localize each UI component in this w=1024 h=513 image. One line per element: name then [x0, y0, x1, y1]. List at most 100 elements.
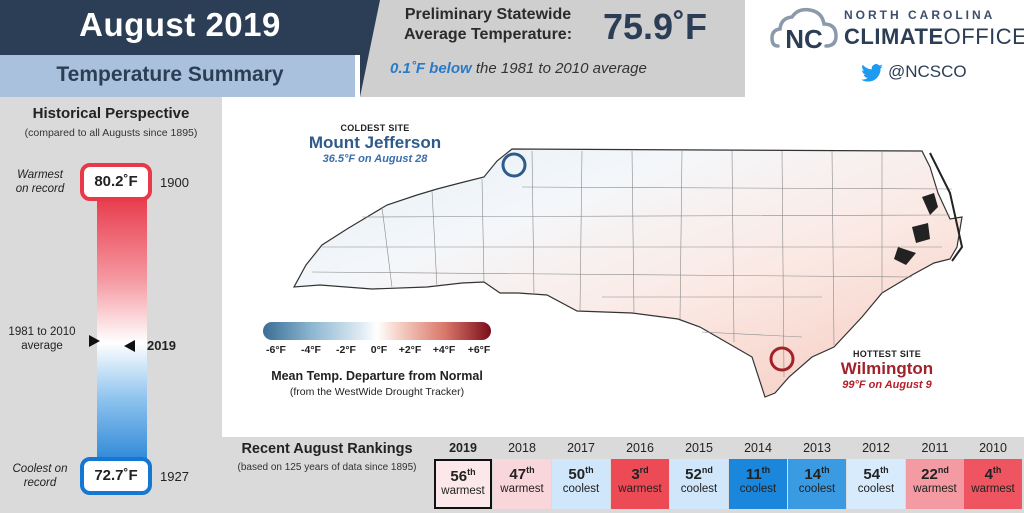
ranking-year: 2010 [979, 441, 1007, 455]
historical-title: Historical Perspective [32, 105, 190, 122]
ranking-number: 4th [984, 465, 1002, 483]
ranking-number: 14th [804, 465, 830, 483]
warmest-label: Warmest on record [6, 168, 74, 196]
legend-tick: -2°F [336, 344, 356, 356]
temperature-map [222, 97, 1024, 437]
ranking-number: 47th [509, 465, 535, 483]
ranking-year: 2019 [449, 441, 477, 455]
ranking-number: 52nd [685, 465, 713, 483]
legend-tick: +6°F [467, 344, 491, 356]
statewide-stat-panel [360, 0, 745, 97]
header-subtitle-bar: Temperature Summary [0, 55, 355, 97]
page-subtitle: Temperature Summary [56, 63, 284, 86]
hottest-site-name: Wilmington [840, 359, 934, 378]
hottest-site-label: HOTTEST SITE Wilmington 99°F on August 9 [812, 349, 962, 391]
stat-note-highlight: 0.1˚F below [390, 60, 472, 77]
twitter-handle: @NCSCO [888, 62, 967, 81]
ranking-cell: 54th coolest [847, 459, 905, 509]
logo-line2: CLIMATEOFFICE [844, 24, 1024, 50]
coldest-site-detail: 36.5°F on August 28 [322, 153, 428, 165]
legend-ticks: -6°F -4°F -2°F 0°F +2°F +4°F +6°F [258, 344, 498, 358]
coolest-label-line1: Coolest on [12, 463, 68, 475]
ranking-cell: 50th coolest [552, 459, 610, 509]
ranking-cell: 22nd warmest [906, 459, 964, 509]
average-label-line2: average [21, 340, 63, 352]
current-year-label: 2019 [147, 338, 176, 353]
coldest-site-caption: COLDEST SITE [340, 123, 410, 133]
average-label: 1981 to 2010 average [2, 325, 82, 353]
rankings-title: Recent August Rankings [241, 441, 413, 457]
north-carolina-map [292, 148, 964, 398]
ranking-label: coolest [562, 483, 600, 495]
ranking-year: 2018 [508, 441, 536, 455]
ranking-year: 2012 [862, 441, 890, 455]
ranking-number: 11th [745, 465, 771, 483]
ranking-year: 2013 [803, 441, 831, 455]
ranking-number: 3rd [631, 465, 649, 483]
stat-note-rest: the 1981 to 2010 average [475, 60, 647, 77]
hottest-site-detail: 99°F on August 9 [842, 379, 932, 391]
historical-subtitle: (compared to all Augusts since 1895) [24, 127, 198, 139]
header-title-bar: August 2019 [0, 0, 375, 55]
coolest-label: Coolest on record [6, 462, 74, 490]
legend-color-bar [263, 322, 491, 340]
legend-tick: +2°F [398, 344, 422, 356]
current-year-marker-arrow [124, 340, 135, 352]
ranking-cell: 11th coolest [729, 459, 787, 509]
ranking-label: coolest [739, 483, 777, 495]
stat-label-line1: Preliminary Statewide [404, 6, 572, 23]
ranking-number: 50th [568, 465, 594, 483]
legend-tick: 0°F [370, 344, 388, 356]
ranking-label: warmest [618, 483, 662, 495]
logo-line1: NORTH CAROLINA [844, 8, 996, 22]
twitter-bird-icon [861, 64, 883, 82]
stat-label-line2: Average Temperature: [403, 26, 573, 43]
ranking-label: warmest [441, 485, 485, 497]
coolest-value-box: 72.7˚F [80, 457, 152, 495]
legend-tick: -6°F [266, 344, 286, 356]
warmest-value-box: 80.2˚F [80, 163, 152, 201]
warmest-year: 1900 [160, 175, 189, 190]
warmest-label-line2: on record [15, 183, 65, 195]
ranking-year: 2015 [685, 441, 713, 455]
legend-tick: -4°F [301, 344, 321, 356]
ranking-cell: 3rd warmest [611, 459, 669, 509]
logo-line2-light: OFFICE [943, 24, 1024, 49]
page-title: August 2019 [79, 6, 281, 43]
cloud-logo-icon: NC [770, 7, 838, 54]
average-label-line1: 1981 to 2010 [8, 326, 76, 338]
ranking-cell: 56th warmest [434, 459, 492, 509]
thermometer-gradient [97, 196, 147, 478]
statewide-stat-value: 75.9˚F [603, 6, 708, 47]
ranking-year: 2016 [626, 441, 654, 455]
coldest-site-label: COLDEST SITE Mount Jefferson 36.5°F on A… [300, 123, 450, 165]
rankings-subtitle: (based on 125 years of data since 1895) [237, 462, 417, 473]
ranking-year: 2017 [567, 441, 595, 455]
logo-monogram: NC [785, 24, 823, 54]
ranking-number: 56th [450, 467, 476, 485]
logo-line2-bold: CLIMATE [844, 24, 944, 49]
ranking-label: warmest [913, 483, 957, 495]
ranking-label: warmest [500, 483, 544, 495]
ranking-year: 2011 [921, 441, 949, 455]
twitter-link[interactable]: @NCSCO [861, 62, 967, 82]
ranking-cell: 52nd coolest [670, 459, 728, 509]
ranking-number: 54th [863, 465, 889, 483]
legend-title: Mean Temp. Departure from Normal [271, 369, 483, 383]
ranking-cell: 47th warmest [493, 459, 551, 509]
legend-tick: +4°F [432, 344, 456, 356]
coldest-site-name: Mount Jefferson [308, 133, 442, 152]
ranking-label: coolest [857, 483, 895, 495]
legend-subtitle: (from the WestWide Drought Tracker) [289, 386, 465, 398]
ranking-label: warmest [971, 483, 1015, 495]
hottest-site-marker [769, 346, 795, 372]
hottest-site-caption: HOTTEST SITE [852, 349, 922, 359]
climate-office-logo[interactable]: NC NORTH CAROLINA CLIMATEOFFICE [770, 6, 1024, 58]
statewide-stat-label: Preliminary Statewide Average Temperatur… [383, 5, 593, 45]
ranking-cell: 14th coolest [788, 459, 846, 509]
ranking-number: 22nd [921, 465, 949, 483]
coldest-site-marker [501, 152, 527, 178]
warmest-label-line1: Warmest [17, 169, 63, 181]
statewide-stat-note: 0.1˚F below the 1981 to 2010 average [390, 60, 740, 77]
ranking-label: coolest [798, 483, 836, 495]
